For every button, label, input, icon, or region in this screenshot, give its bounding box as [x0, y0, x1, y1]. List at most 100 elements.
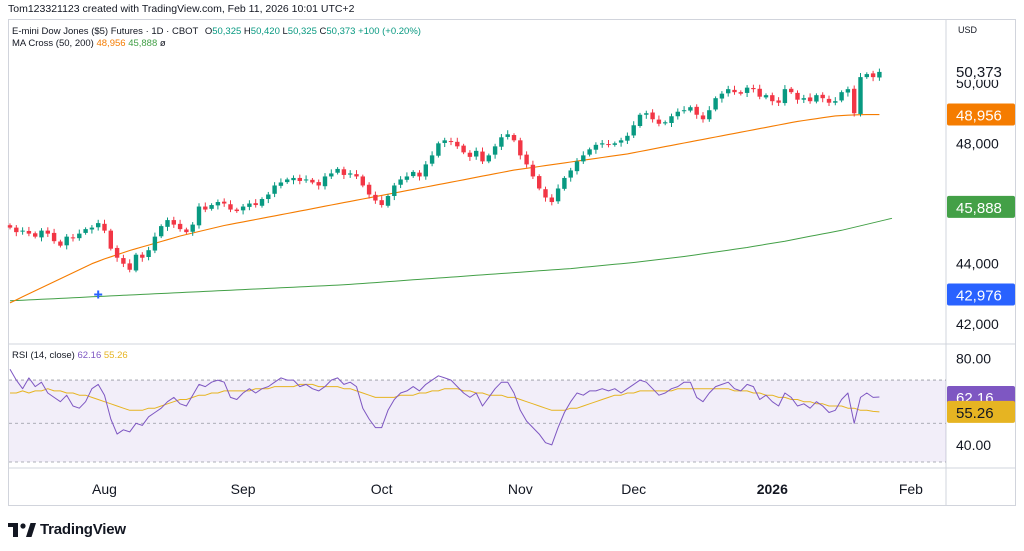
- rsi-line: [9, 369, 880, 446]
- candle: [581, 151, 586, 164]
- candle: [537, 174, 542, 191]
- candle: [20, 227, 25, 235]
- candle-body: [360, 176, 365, 186]
- candle-body: [807, 97, 813, 102]
- candle-body: [833, 101, 838, 103]
- candle: [348, 170, 353, 178]
- rsi-title[interactable]: RSI (14, close): [12, 350, 75, 361]
- candle-body: [631, 125, 636, 136]
- ma50-value: 48,956: [96, 38, 126, 49]
- candle-body: [83, 229, 88, 233]
- candles-layer: [7, 68, 882, 299]
- candle: [285, 177, 290, 184]
- candle: [549, 194, 554, 206]
- candle: [127, 259, 132, 273]
- candle: [518, 137, 523, 160]
- candle-body: [505, 134, 510, 137]
- candle-body: [795, 92, 800, 100]
- candle: [297, 174, 302, 185]
- candle: [618, 137, 624, 147]
- high-label: H: [243, 26, 251, 37]
- candle: [606, 139, 611, 148]
- candle-body: [259, 199, 265, 206]
- candle: [681, 106, 687, 114]
- candle-body: [713, 98, 718, 110]
- candle: [776, 97, 781, 107]
- candle: [335, 167, 340, 175]
- candle-body: [70, 237, 76, 239]
- price-label-text: 50,373: [956, 64, 1002, 81]
- candle-body: [121, 258, 126, 264]
- candle: [852, 85, 857, 117]
- candle: [404, 172, 410, 183]
- candle: [215, 199, 221, 210]
- candle: [530, 160, 536, 180]
- candle: [14, 225, 19, 237]
- candle: [870, 70, 876, 82]
- candle-body: [190, 224, 195, 232]
- candle: [669, 113, 674, 128]
- candle-body: [417, 172, 422, 177]
- candle-body: [392, 185, 397, 197]
- candle-body: [354, 174, 359, 177]
- candle-body: [322, 176, 328, 187]
- ma200-layer: [9, 217, 893, 302]
- candle-body: [171, 220, 176, 225]
- candle-body: [744, 87, 750, 93]
- candle: [121, 254, 126, 268]
- candle: [70, 234, 76, 242]
- currency-label: USD: [958, 25, 978, 35]
- candle-body: [348, 173, 353, 175]
- tradingview-logo[interactable]: TradingView: [8, 521, 126, 538]
- low-value: 50,325: [287, 26, 317, 37]
- rsi-tick-label: 80.00: [956, 350, 991, 366]
- candle: [839, 90, 844, 103]
- candle-body: [184, 229, 189, 233]
- candle-body: [272, 185, 277, 194]
- candle-body: [146, 250, 151, 257]
- candle-body: [738, 92, 743, 94]
- candle-body: [644, 113, 649, 115]
- candle-body: [537, 176, 542, 189]
- candle-body: [562, 177, 567, 189]
- candle: [738, 90, 743, 96]
- x-tick-label: Feb: [899, 481, 923, 497]
- price-label-text: 48,956: [956, 108, 1002, 125]
- candle-body: [278, 182, 284, 186]
- candle: [266, 191, 271, 204]
- candle: [133, 252, 139, 273]
- candle-body: [757, 88, 762, 97]
- candle-body: [203, 206, 208, 210]
- candle: [222, 198, 227, 207]
- candle-body: [549, 197, 554, 203]
- candle: [877, 68, 882, 81]
- candle-body: [247, 203, 252, 207]
- candle: [751, 84, 756, 93]
- candle: [184, 227, 189, 234]
- candle: [114, 245, 120, 262]
- price-label-box: [947, 103, 1015, 126]
- candle-body: [618, 140, 624, 143]
- candle-body: [656, 119, 662, 124]
- candle: [833, 97, 838, 106]
- candle-body: [770, 95, 775, 102]
- candle-body: [114, 247, 120, 258]
- candle: [436, 141, 441, 158]
- candle-body: [411, 171, 416, 177]
- candle-body: [681, 110, 687, 112]
- rsi-ma-line: [10, 383, 880, 413]
- price-legend: E-mini Dow Jones ($5) Futures · 1D · CBO…: [12, 26, 421, 37]
- symbol-title[interactable]: E-mini Dow Jones ($5) Futures · 1D · CBO…: [12, 26, 199, 37]
- candle-body: [625, 135, 630, 141]
- candle-body: [858, 77, 863, 114]
- candle-body: [335, 168, 340, 173]
- candle: [511, 133, 517, 143]
- candle: [719, 91, 725, 103]
- candle: [278, 178, 284, 189]
- candle-body: [133, 254, 139, 271]
- close-value: 50,373: [326, 26, 356, 37]
- ma-title[interactable]: MA Cross (50, 200): [12, 38, 94, 49]
- price-label: 45,888: [947, 195, 1015, 218]
- candle-body: [719, 93, 725, 99]
